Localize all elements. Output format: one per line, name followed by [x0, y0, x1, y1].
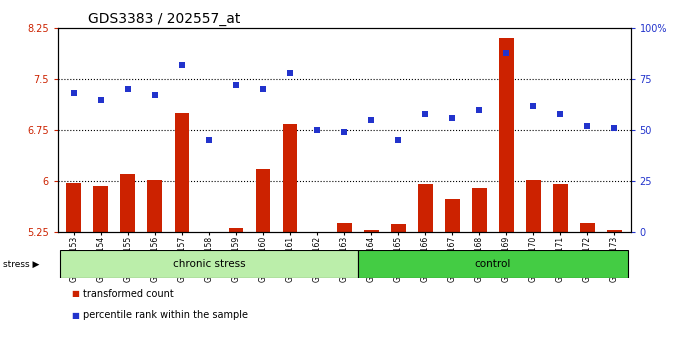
Bar — [391, 224, 405, 232]
Text: ■: ■ — [71, 310, 79, 320]
Bar — [283, 124, 298, 232]
Bar — [445, 199, 460, 232]
Bar — [418, 184, 433, 232]
Bar — [66, 183, 81, 232]
Bar — [174, 113, 189, 232]
Bar — [121, 174, 136, 232]
Bar — [472, 188, 487, 232]
Text: control: control — [475, 259, 511, 269]
Text: stress ▶: stress ▶ — [3, 260, 40, 269]
Bar — [60, 250, 357, 278]
Text: transformed count: transformed count — [83, 289, 174, 299]
Text: ■: ■ — [71, 289, 79, 298]
Text: percentile rank within the sample: percentile rank within the sample — [83, 310, 248, 320]
Bar — [148, 179, 162, 232]
Bar — [499, 39, 514, 232]
Bar — [94, 186, 108, 232]
Bar — [553, 184, 567, 232]
Text: GDS3383 / 202557_at: GDS3383 / 202557_at — [88, 12, 241, 27]
Bar — [201, 232, 216, 234]
Bar — [310, 232, 325, 234]
Bar — [363, 230, 378, 232]
Bar — [357, 250, 628, 278]
Bar — [228, 228, 243, 232]
Bar — [256, 169, 271, 232]
Bar — [580, 223, 595, 232]
Bar — [337, 223, 351, 232]
Bar — [607, 230, 622, 232]
Bar — [526, 179, 540, 232]
Text: chronic stress: chronic stress — [173, 259, 245, 269]
